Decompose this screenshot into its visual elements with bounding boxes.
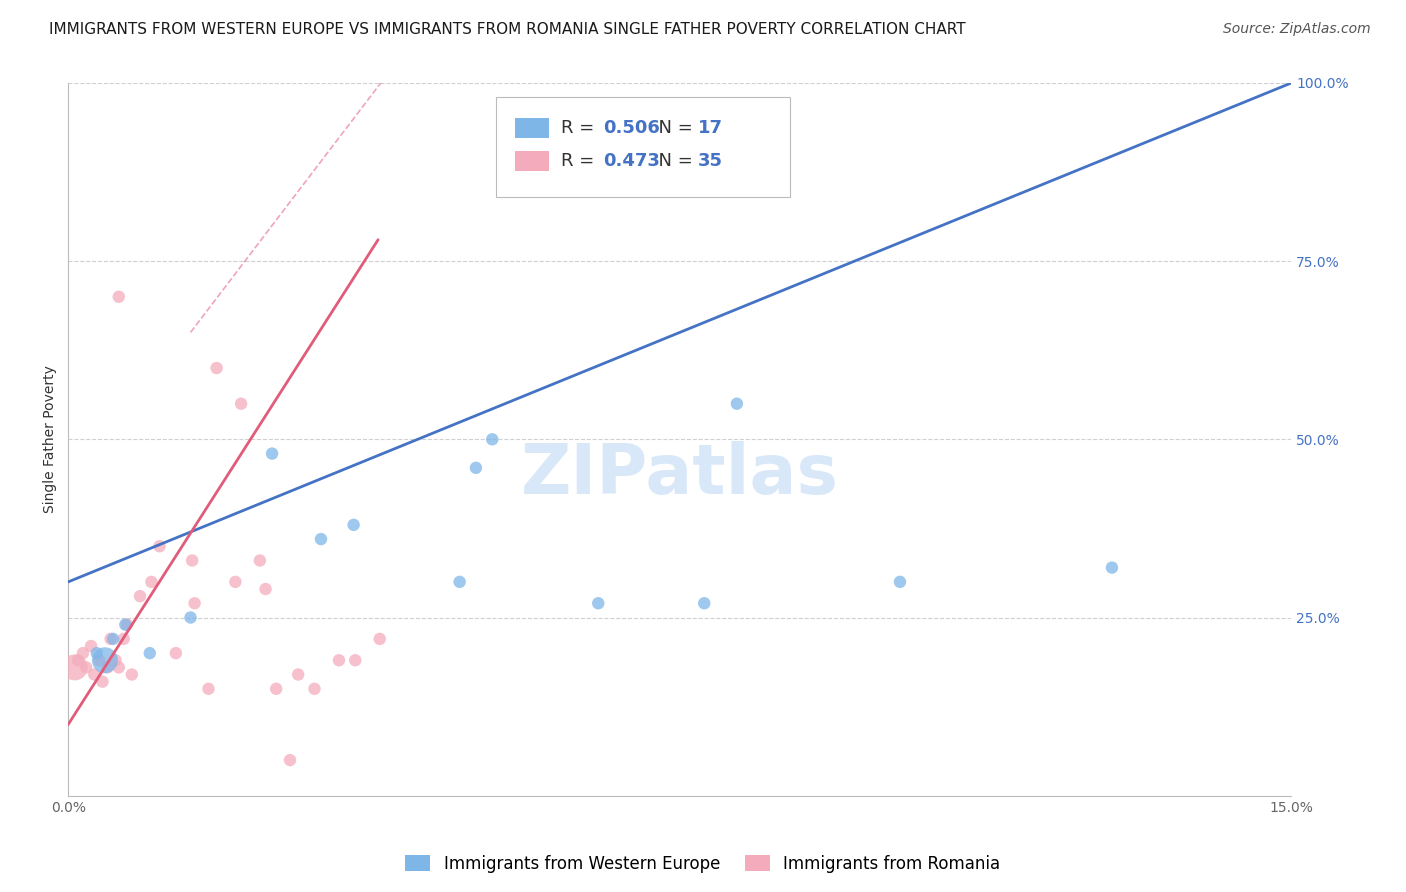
Point (205, 361, 228, 376)
Point (100, 632, 122, 646)
Point (141, 574, 163, 589)
Point (343, 517, 366, 532)
Point (224, 574, 246, 589)
Point (889, 574, 911, 589)
Point (114, 617, 136, 632)
Point (586, 596, 609, 610)
Text: ZIPatlas: ZIPatlas (520, 442, 839, 508)
Point (368, 632, 391, 646)
Point (254, 582, 277, 596)
Point (72, 646, 94, 660)
Point (481, 433, 503, 447)
Point (104, 653, 127, 667)
Point (693, 596, 716, 610)
Text: R =: R = (561, 119, 600, 136)
Legend: Immigrants from Western Europe, Immigrants from Romania: Immigrants from Western Europe, Immigran… (399, 848, 1007, 880)
Text: N =: N = (647, 119, 699, 136)
Point (304, 681, 326, 696)
Point (101, 632, 124, 646)
Point (287, 667, 309, 681)
Point (309, 532, 332, 546)
Point (66, 653, 89, 667)
Text: 17: 17 (699, 119, 723, 136)
Point (121, 667, 143, 681)
Point (181, 553, 204, 567)
Point (91, 674, 114, 689)
Text: Source: ZipAtlas.com: Source: ZipAtlas.com (1223, 22, 1371, 37)
Point (96, 660, 118, 674)
Text: 0.473: 0.473 (603, 153, 659, 170)
Point (344, 653, 367, 667)
Point (80, 639, 103, 653)
Y-axis label: Single Father Poverty: Single Father Poverty (44, 366, 58, 513)
Point (278, 753, 301, 767)
Point (129, 589, 152, 603)
Text: 0.506: 0.506 (603, 119, 659, 136)
Point (197, 681, 219, 696)
Point (264, 681, 287, 696)
Point (139, 646, 162, 660)
FancyBboxPatch shape (496, 97, 790, 197)
Point (249, 553, 271, 567)
Text: IMMIGRANTS FROM WESTERN EUROPE VS IMMIGRANTS FROM ROMANIA SINGLE FATHER POVERTY : IMMIGRANTS FROM WESTERN EUROPE VS IMMIGR… (49, 22, 966, 37)
FancyBboxPatch shape (515, 152, 548, 171)
Point (1101, 560, 1123, 574)
Point (75, 660, 97, 674)
Point (107, 290, 129, 304)
Point (465, 460, 488, 475)
FancyBboxPatch shape (515, 118, 548, 138)
Point (183, 596, 205, 610)
Point (165, 646, 187, 660)
Point (449, 574, 471, 589)
Point (107, 660, 129, 674)
Text: R =: R = (561, 153, 600, 170)
Point (94, 653, 117, 667)
Point (725, 397, 748, 411)
Text: N =: N = (647, 153, 699, 170)
Point (148, 539, 170, 553)
Point (112, 632, 135, 646)
Point (86, 646, 108, 660)
Point (83, 667, 105, 681)
Point (328, 653, 350, 667)
Point (115, 617, 138, 632)
Point (89, 653, 111, 667)
Point (63, 660, 86, 674)
Point (180, 610, 202, 624)
Text: 35: 35 (699, 153, 723, 170)
Point (229, 397, 252, 411)
Point (262, 446, 284, 460)
